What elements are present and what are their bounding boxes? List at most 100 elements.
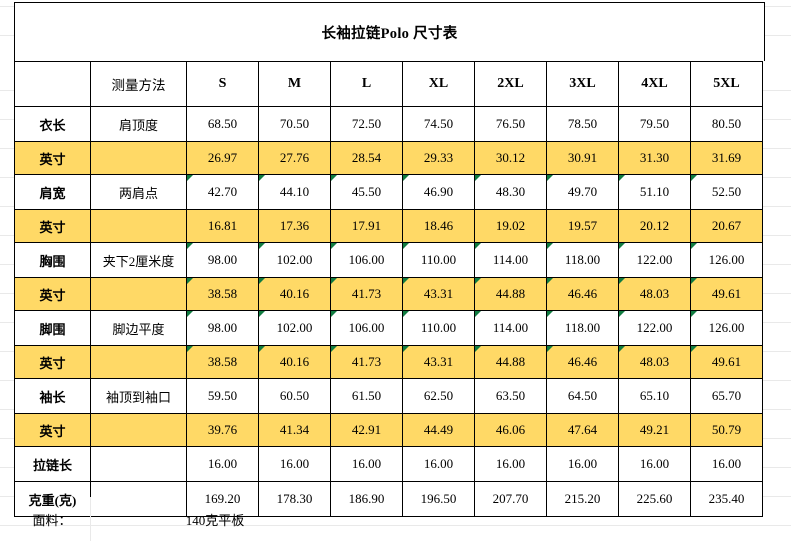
cell-value: 49.70	[546, 174, 619, 210]
cell-value: 102.00	[258, 310, 331, 346]
cell-value: 43.31	[402, 277, 475, 311]
cell-value: 17.36	[258, 209, 331, 243]
cell-value: 79.50	[618, 106, 691, 142]
cell-value: 65.70	[690, 378, 763, 414]
cell-value: 60.50	[258, 378, 331, 414]
cell-value: 45.50	[330, 174, 403, 210]
table-row: 英寸 26.97 27.76 28.54 29.33 30.12 30.91 31.30 31.…	[14, 141, 763, 175]
cell-value: 215.20	[546, 481, 619, 517]
header-size-5xl: 5XL	[690, 61, 763, 107]
cell-value: 114.00	[474, 242, 547, 278]
cell-value: 27.76	[258, 141, 331, 175]
table-row: 克重(克) 169.20 178.30 186.90 196.50 207.70 215.2…	[14, 481, 763, 517]
cell-value: 16.00	[474, 446, 547, 482]
header-size-4xl: 4XL	[618, 61, 691, 107]
row-measurement-method	[90, 141, 187, 175]
cell-value: 118.00	[546, 242, 619, 278]
size-chart-table: 测量方法 S M L XL 2XL 3XL 4XL 5XL 衣长 肩顶度 68.50 70.50 72.5…	[14, 61, 763, 517]
row-measurement-method: 肩顶度	[90, 106, 187, 142]
cell-value: 52.50	[690, 174, 763, 210]
row-measurement-method: 夹下2厘米度	[90, 242, 187, 278]
cell-value: 50.79	[690, 413, 763, 447]
cell-value: 78.50	[546, 106, 619, 142]
cell-value: 38.58	[186, 345, 259, 379]
cell-value: 19.57	[546, 209, 619, 243]
cell-value: 126.00	[690, 310, 763, 346]
cell-value: 28.54	[330, 141, 403, 175]
cell-value: 49.61	[690, 345, 763, 379]
cell-value: 44.10	[258, 174, 331, 210]
cell-value: 62.50	[402, 378, 475, 414]
table-row: 衣长 肩顶度 68.50 70.50 72.50 74.50 76.50 78.50 79.50…	[14, 106, 763, 142]
cell-value: 51.10	[618, 174, 691, 210]
fabric-value: 140克平板	[185, 512, 245, 528]
cell-value: 19.02	[474, 209, 547, 243]
cell-value: 30.12	[474, 141, 547, 175]
row-measurement-method: 两肩点	[90, 174, 187, 210]
header-size-3xl: 3XL	[546, 61, 619, 107]
row-label: 脚围	[14, 310, 91, 346]
cell-value: 102.00	[258, 242, 331, 278]
cell-value: 16.00	[258, 446, 331, 482]
cell-value: 42.70	[186, 174, 259, 210]
cell-value: 98.00	[186, 310, 259, 346]
header-measurement-method: 测量方法	[90, 61, 187, 107]
row-label: 胸围	[14, 242, 91, 278]
cell-value: 41.73	[330, 277, 403, 311]
cell-value: 16.00	[546, 446, 619, 482]
row-measurement-method	[90, 446, 187, 482]
cell-value: 48.03	[618, 345, 691, 379]
header-size-l: L	[330, 61, 403, 107]
row-measurement-method: 脚边平度	[90, 310, 187, 346]
cell-value: 110.00	[402, 242, 475, 278]
cell-value: 40.16	[258, 345, 331, 379]
cell-value: 20.12	[618, 209, 691, 243]
cell-value: 106.00	[330, 310, 403, 346]
cell-value: 61.50	[330, 378, 403, 414]
cell-value: 40.16	[258, 277, 331, 311]
cell-value: 16.00	[330, 446, 403, 482]
cell-value: 64.50	[546, 378, 619, 414]
cell-value: 20.67	[690, 209, 763, 243]
cell-value: 47.64	[546, 413, 619, 447]
table-row: 拉链长 16.00 16.00 16.00 16.00 16.00 16.00 16.00 16…	[14, 446, 763, 482]
cell-value: 118.00	[546, 310, 619, 346]
cell-value: 31.30	[618, 141, 691, 175]
cell-value: 207.70	[474, 481, 547, 517]
cell-value: 46.46	[546, 277, 619, 311]
row-label: 袖长	[14, 378, 91, 414]
cell-value: 41.73	[330, 345, 403, 379]
fabric-row: 面料： 140克平板	[14, 497, 765, 541]
cell-value: 65.10	[618, 378, 691, 414]
row-label: 英寸	[14, 345, 91, 379]
cell-value: 26.97	[186, 141, 259, 175]
row-label: 肩宽	[14, 174, 91, 210]
cell-value: 63.50	[474, 378, 547, 414]
cell-value: 46.46	[546, 345, 619, 379]
title-band: 长袖拉链Polo 尺寸表	[14, 2, 765, 61]
cell-value: 39.76	[186, 413, 259, 447]
table-row: 英寸 16.81 17.36 17.91 18.46 19.02 19.57 20.12 20.…	[14, 209, 763, 243]
cell-value: 16.00	[402, 446, 475, 482]
cell-value: 16.00	[186, 446, 259, 482]
cell-value: 16.00	[690, 446, 763, 482]
cell-value: 70.50	[258, 106, 331, 142]
row-label: 英寸	[14, 413, 91, 447]
cell-value: 80.50	[690, 106, 763, 142]
cell-value: 16.81	[186, 209, 259, 243]
row-label: 衣长	[14, 106, 91, 142]
cell-value: 38.58	[186, 277, 259, 311]
cell-value: 76.50	[474, 106, 547, 142]
cell-value: 48.03	[618, 277, 691, 311]
row-measurement-method	[90, 345, 187, 379]
table-row: 袖长 袖顶到袖口 59.50 60.50 61.50 62.50 63.50 64.50 65.…	[14, 378, 763, 414]
cell-value: 18.46	[402, 209, 475, 243]
cell-value: 41.34	[258, 413, 331, 447]
header-size-m: M	[258, 61, 331, 107]
cell-value: 126.00	[690, 242, 763, 278]
table-row: 英寸 38.58 40.16 41.73 43.31 44.88 46.46 48.03 49.…	[14, 345, 763, 379]
cell-value: 43.31	[402, 345, 475, 379]
cell-value: 114.00	[474, 310, 547, 346]
table-row: 肩宽 两肩点 42.70 44.10 45.50 46.90 48.30 49.70 51.10…	[14, 174, 763, 210]
row-label: 英寸	[14, 277, 91, 311]
